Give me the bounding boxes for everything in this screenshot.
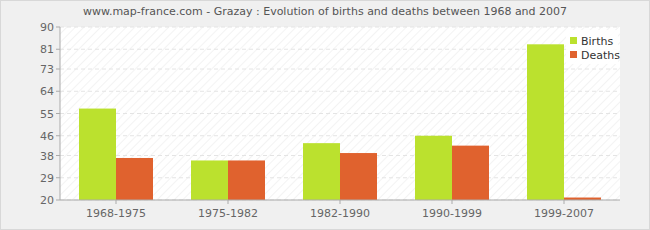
x-axis: [60, 200, 620, 201]
bar: [79, 109, 116, 200]
legend-label: Deaths: [581, 49, 620, 62]
title: www.map-france.com - Grazay : Evolution …: [83, 5, 567, 18]
x-tick-label: 1968-1975: [86, 207, 146, 220]
x-tick: [116, 200, 117, 204]
x-tick-label: 1990-1999: [422, 207, 482, 220]
legend: BirthsDeaths: [566, 30, 620, 64]
grid-line: [60, 200, 620, 201]
plot-area: [60, 27, 620, 200]
y-tick: [56, 135, 60, 136]
x-tick: [452, 200, 453, 204]
x-tick: [228, 200, 229, 204]
bar: [452, 146, 489, 200]
y-tick: [56, 155, 60, 156]
bar: [415, 136, 452, 200]
x-tick-label: 1999-2007: [534, 207, 594, 220]
y-tick: [56, 69, 60, 70]
bar: [228, 160, 265, 200]
y-tick-label: 46: [40, 130, 54, 143]
grid-line: [60, 27, 620, 28]
y-tick-label: 38: [40, 150, 54, 163]
legend-swatch: [570, 51, 577, 58]
bar: [340, 153, 377, 200]
bar: [191, 160, 228, 200]
x-tick-label: 1975-1982: [198, 207, 258, 220]
bars: [79, 44, 601, 200]
y-tick-label: 90: [40, 21, 54, 34]
y-tick: [56, 177, 60, 178]
y-tick-label: 20: [40, 194, 54, 207]
x-tick: [340, 200, 341, 204]
y-tick: [56, 200, 60, 201]
y-tick-label: 64: [40, 85, 54, 98]
y-tick-label: 81: [40, 43, 54, 56]
y-tick: [56, 91, 60, 92]
background: [1, 1, 650, 230]
y-tick-label: 73: [40, 63, 54, 76]
y-tick: [56, 113, 60, 114]
x-tick: [564, 200, 565, 204]
y-tick: [56, 49, 60, 50]
bar: [116, 158, 153, 200]
chart-svg: www.map-france.com - Grazay : Evolution …: [0, 0, 650, 230]
bar: [527, 44, 564, 200]
y-tick-label: 55: [40, 108, 54, 121]
chart-container: www.map-france.com - Grazay : Evolution …: [0, 0, 650, 230]
x-tick-label: 1982-1990: [310, 207, 370, 220]
y-tick-label: 29: [40, 172, 54, 185]
y-tick: [56, 27, 60, 28]
legend-swatch: [570, 37, 577, 44]
y-axis: [60, 27, 61, 200]
legend-label: Births: [581, 35, 613, 48]
bar: [303, 143, 340, 200]
